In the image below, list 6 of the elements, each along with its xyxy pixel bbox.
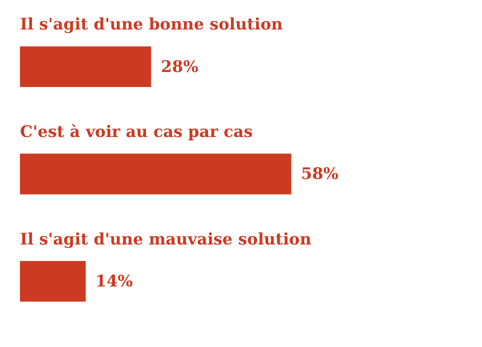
data-label: 28%: [160, 56, 198, 76]
data-label: 58%: [301, 164, 338, 184]
data-label: 14%: [95, 271, 133, 290]
y-tick-label: Il s'agit d'une mauvaise solution: [20, 229, 312, 248]
y-tick-label: Il s'agit d'une bonne solution: [20, 14, 284, 34]
y-tick-label: C'est à voir au cas par cas: [20, 122, 253, 141]
